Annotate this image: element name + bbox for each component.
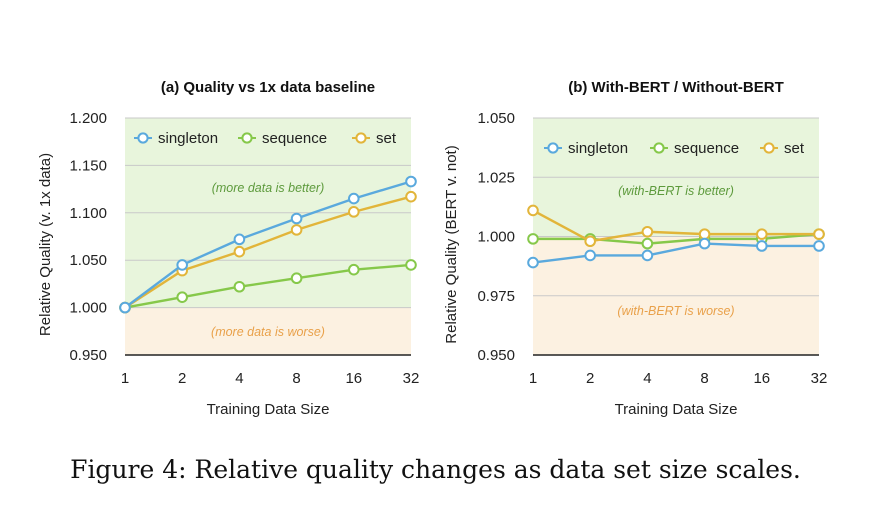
y-tick-label: 1.100 (69, 205, 107, 222)
y-tick-label: 0.975 (477, 288, 515, 305)
x-tick-label: 1 (121, 370, 129, 387)
data-point-set (405, 190, 417, 203)
legend-marker-singleton (137, 132, 149, 144)
legend-marker-set (355, 132, 367, 144)
y-tick-label: 1.000 (69, 300, 107, 317)
data-point-singleton (756, 240, 768, 252)
legend-label-singleton: singleton (568, 140, 628, 157)
figure-caption: Figure 4: Relative quality changes as da… (70, 455, 801, 484)
y-axis-label: Relative Quality (v. 1x data) (37, 153, 54, 336)
chart-title: (a) Quality vs 1x data baseline (161, 79, 375, 96)
x-axis-label: Training Data Size (207, 401, 330, 418)
annotation-better: (with-BERT is better) (618, 184, 734, 198)
legend-marker-singleton (547, 142, 559, 154)
x-tick-label: 4 (643, 370, 651, 387)
data-point-set (233, 245, 246, 258)
x-axis-label: Training Data Size (615, 401, 738, 418)
data-point-set (527, 204, 539, 217)
series-line-sequence (124, 263, 412, 309)
series-line-singleton (124, 180, 412, 309)
x-tick-label: 4 (235, 370, 243, 387)
y-tick-label: 0.950 (69, 347, 107, 364)
x-tick-label: 32 (811, 370, 828, 387)
chart-panel-b: 0.950 0.975 1.000 1.025 1.050 1 2 4 8 16 32 (b) Wit… (443, 79, 827, 418)
worse-region (125, 307, 411, 355)
data-point-singleton (176, 259, 188, 271)
legend-marker-set (763, 142, 775, 154)
data-point-sequence (641, 237, 654, 250)
data-point-sequence (527, 233, 539, 245)
legend-marker-sequence (653, 142, 665, 154)
data-point-set (756, 228, 768, 240)
annotation-worse: (with-BERT is worse) (617, 304, 734, 318)
x-tick-label: 8 (700, 370, 708, 387)
data-point-set (698, 228, 711, 240)
x-tick-label: 2 (586, 370, 594, 387)
y-tick-label: 1.025 (477, 169, 515, 186)
x-tick-label: 1 (529, 370, 537, 387)
data-point-sequence (290, 272, 303, 285)
data-point-set (584, 235, 597, 248)
series-line-sequence (533, 232, 820, 245)
annotation-worse: (more data is worse) (211, 325, 325, 339)
series-line-set (124, 195, 412, 309)
legend-marker-sequence (241, 132, 253, 144)
data-point-set (641, 225, 654, 238)
y-tick-label: 1.200 (69, 110, 107, 127)
data-point-singleton (641, 249, 654, 262)
data-point-set (813, 228, 825, 240)
legend-label-set: set (784, 140, 805, 157)
chart-title: (b) With-BERT / Without-BERT (568, 79, 784, 96)
data-point-singleton (233, 233, 246, 246)
data-point-singleton (584, 249, 597, 262)
legend-label-sequence: sequence (674, 140, 739, 157)
data-point-singleton (405, 175, 417, 188)
y-tick-label: 0.950 (477, 347, 515, 364)
legend-label-set: set (376, 130, 397, 147)
data-point-singleton (119, 301, 131, 314)
data-point-sequence (348, 263, 360, 276)
data-point-singleton (813, 240, 825, 252)
y-tick-label: 1.000 (477, 229, 515, 246)
x-tick-label: 16 (345, 370, 362, 387)
y-tick-label: 1.150 (69, 157, 107, 174)
series-line-singleton (532, 242, 819, 264)
legend-label-singleton: singleton (158, 130, 218, 147)
x-tick-label: 2 (178, 370, 186, 387)
data-point-sequence (233, 280, 246, 293)
y-tick-label: 1.050 (69, 252, 107, 269)
x-tick-label: 16 (753, 370, 770, 387)
y-tick-label: 1.050 (477, 110, 515, 127)
chart-panel-a: 0.950 1.000 1.050 1.100 1.150 1.200 1 2 4 8 16 32 (a… (37, 79, 419, 418)
x-tick-label: 8 (292, 370, 300, 387)
series-line-set (532, 209, 819, 243)
data-point-singleton (290, 212, 303, 225)
data-point-singleton (698, 237, 711, 250)
data-point-set (290, 224, 303, 236)
data-point-singleton (527, 256, 539, 269)
legend-label-sequence: sequence (262, 130, 327, 147)
data-point-sequence (176, 291, 188, 303)
data-point-set (348, 206, 360, 218)
data-point-sequence (405, 259, 417, 271)
data-point-singleton (348, 192, 360, 205)
annotation-better: (more data is better) (212, 181, 325, 195)
y-axis-label: Relative Quality (BERT v. not) (443, 145, 460, 343)
x-tick-label: 32 (403, 370, 420, 387)
